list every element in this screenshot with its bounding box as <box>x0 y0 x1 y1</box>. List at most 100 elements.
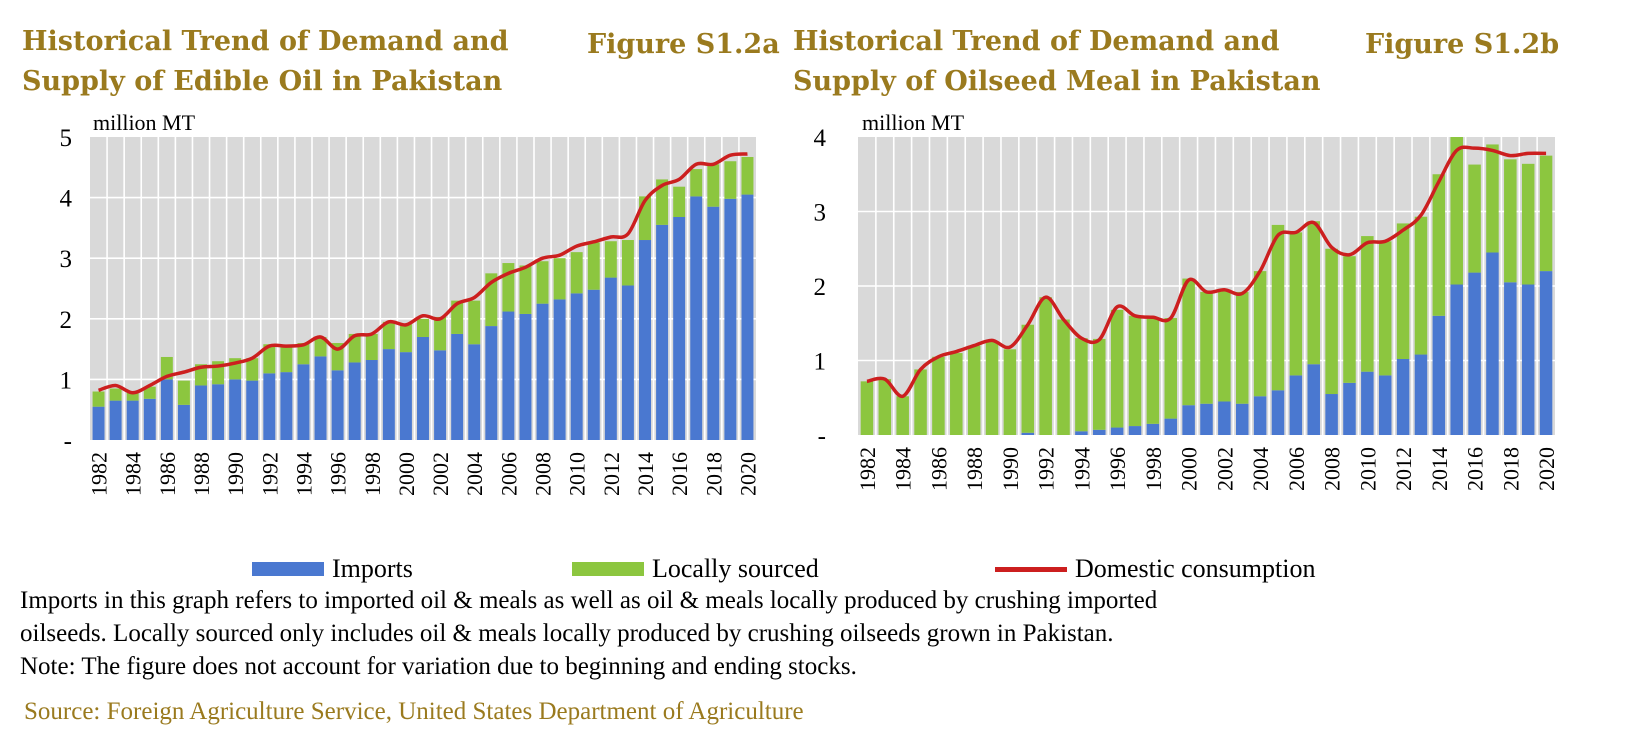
chart-b-bar-imports <box>1021 432 1035 435</box>
chart-b-bar-imports <box>1146 423 1160 435</box>
chart-b-plot: - 1 2 3 4 million MT 1982 1984 1986 1988 1990 1992 1… <box>814 110 1560 491</box>
chart-b-xtick-label: 2002 <box>1212 447 1237 491</box>
chart-b-bar-imports <box>1289 375 1303 435</box>
chart-a-bar-imports <box>297 364 310 440</box>
chart-b-bar-local <box>1432 174 1446 316</box>
chart-a-bar-imports <box>177 404 190 440</box>
chart-b-bar-local <box>1021 324 1035 433</box>
chart-a-xtick-label: 2006 <box>496 452 521 496</box>
chart-b-bar-imports <box>1235 403 1249 435</box>
chart-a-bar-local <box>417 318 429 337</box>
chart-b-bar-imports <box>1468 272 1481 435</box>
chart-b-bar-local <box>1075 338 1088 432</box>
source-line: Source: Foreign Agriculture Service, Uni… <box>24 698 804 725</box>
chart-a-xtick-label: 2004 <box>462 452 487 496</box>
chart-b-bar-local <box>1343 256 1356 383</box>
chart-b-figure-label: Figure S1.2b <box>1365 29 1560 60</box>
chart-b-bar-local <box>1486 144 1499 253</box>
chart-a-bar-imports <box>468 344 481 440</box>
chart-a-bar-local <box>109 388 122 401</box>
chart-b-bar-local <box>1039 297 1052 435</box>
chart-b-bar-imports <box>1164 418 1178 435</box>
chart-b-bar-imports <box>1128 426 1142 435</box>
chart-b-xtick-label: 1984 <box>891 447 916 491</box>
chart-a-xtick-label: 1996 <box>326 452 351 496</box>
chart-b-bar-local <box>1146 318 1160 424</box>
chart-a-xtick-label: 1994 <box>291 452 316 496</box>
chart-a-bar-imports <box>160 379 173 440</box>
chart-a-xtick-label: 2012 <box>599 452 624 496</box>
chart-b-xtick-label: 1988 <box>962 447 987 491</box>
chart-a-xtick-label: 1992 <box>257 452 282 496</box>
chart-a-ytick-label: 1 <box>60 367 73 394</box>
chart-a-bar-local <box>348 333 361 363</box>
chart-b-title: Historical Trend of Demand and Supply of… <box>793 22 1320 102</box>
chart-a-bar-imports <box>570 293 583 440</box>
chart-b-bar-local <box>1271 224 1285 391</box>
chart-b-bar-local <box>1003 349 1017 435</box>
chart-a-bar-local <box>365 333 378 361</box>
chart-a-bar-local <box>570 252 583 294</box>
chart-b-title-line2: Supply of Oilseed Meal in Pakistan <box>793 66 1321 97</box>
chart-b-bar-local <box>985 341 999 435</box>
legend-swatch-imports <box>252 562 324 576</box>
chart-a-bar-imports <box>621 285 634 440</box>
chart-a-bar-local <box>195 364 207 386</box>
chart-a-bar-imports <box>314 356 327 440</box>
chart-a-bar-local <box>434 316 447 351</box>
chart-b-xtick-label: 1982 <box>855 447 880 491</box>
chart-b-xtick-label: 2016 <box>1463 447 1488 491</box>
chart-a-bar-local <box>451 300 464 334</box>
chart-b-bar-imports <box>1378 375 1392 435</box>
chart-b-bar-imports <box>1271 390 1285 435</box>
chart-b-bar-imports <box>1414 354 1428 435</box>
legend-label-local: Locally sourced <box>652 554 819 583</box>
chart-b-bar-imports <box>1539 271 1553 435</box>
chart-a-line-consumption <box>97 152 748 395</box>
chart-a-bar-local <box>621 240 634 286</box>
chart-b-xtick-label: 2020 <box>1534 447 1559 491</box>
chart-a-bar-local <box>519 265 532 314</box>
chart-a-xtick-label: 2018 <box>701 452 726 496</box>
chart-a-bar-local <box>382 321 395 350</box>
chart-a-bar-imports <box>502 311 515 440</box>
chart-b-ytick-label: 2 <box>814 274 827 301</box>
chart-b-bar-imports <box>1450 284 1463 435</box>
chart-a-bar-imports <box>417 336 429 440</box>
chart-b-bar-imports <box>1361 371 1374 435</box>
chart-b-xtick-label: 2006 <box>1284 447 1309 491</box>
charts-canvas: - 1 2 3 4 5 million MT 1982 1984 1986 1988 1990 1992… <box>60 110 1560 496</box>
chart-a-bar-imports <box>451 333 464 440</box>
chart-a-title-line1: Historical Trend of Demand and <box>22 26 509 57</box>
chart-a-bar-imports <box>195 385 207 440</box>
chart-b-line-consumption <box>866 145 1547 399</box>
chart-b-bar-local <box>932 356 945 435</box>
chart-b-xtick-label: 2014 <box>1427 447 1452 491</box>
chart-a-bar-imports <box>399 352 412 440</box>
chart-b-bar-local <box>896 396 909 435</box>
chart-b-bar-imports <box>1396 359 1410 435</box>
chart-b-bar-local <box>860 381 874 435</box>
note-line-1: Imports in this graph refers to imported… <box>20 587 1158 614</box>
chart-a-bar-imports <box>263 373 276 440</box>
chart-a-bar-local <box>673 186 686 217</box>
chart-a-bar-imports <box>382 349 395 440</box>
chart-a-ylabel: million MT <box>93 110 196 135</box>
chart-a-xtick-label: 2002 <box>428 452 453 496</box>
chart-b-bar-local <box>1128 315 1142 427</box>
chart-a-ytick-label: 2 <box>60 307 73 334</box>
chart-a-xtick-label: 1990 <box>223 452 248 496</box>
chart-b-xtick-label: 2008 <box>1320 447 1345 491</box>
legend-item-imports: Imports <box>252 554 413 584</box>
chart-a-bar-local <box>280 346 293 373</box>
chart-b-bar-local <box>914 369 927 435</box>
chart-b-bar-local <box>878 379 892 435</box>
chart-a-bar-local <box>536 261 549 304</box>
chart-a-bar-local <box>92 391 105 407</box>
chart-a-bar-imports <box>639 240 651 440</box>
chart-a-bar-local <box>399 323 412 353</box>
chart-a-bar-imports <box>229 379 242 440</box>
chart-a-bar-local <box>724 161 737 199</box>
chart-a-bar-imports <box>519 313 532 440</box>
chart-a-bar-imports <box>536 303 549 440</box>
